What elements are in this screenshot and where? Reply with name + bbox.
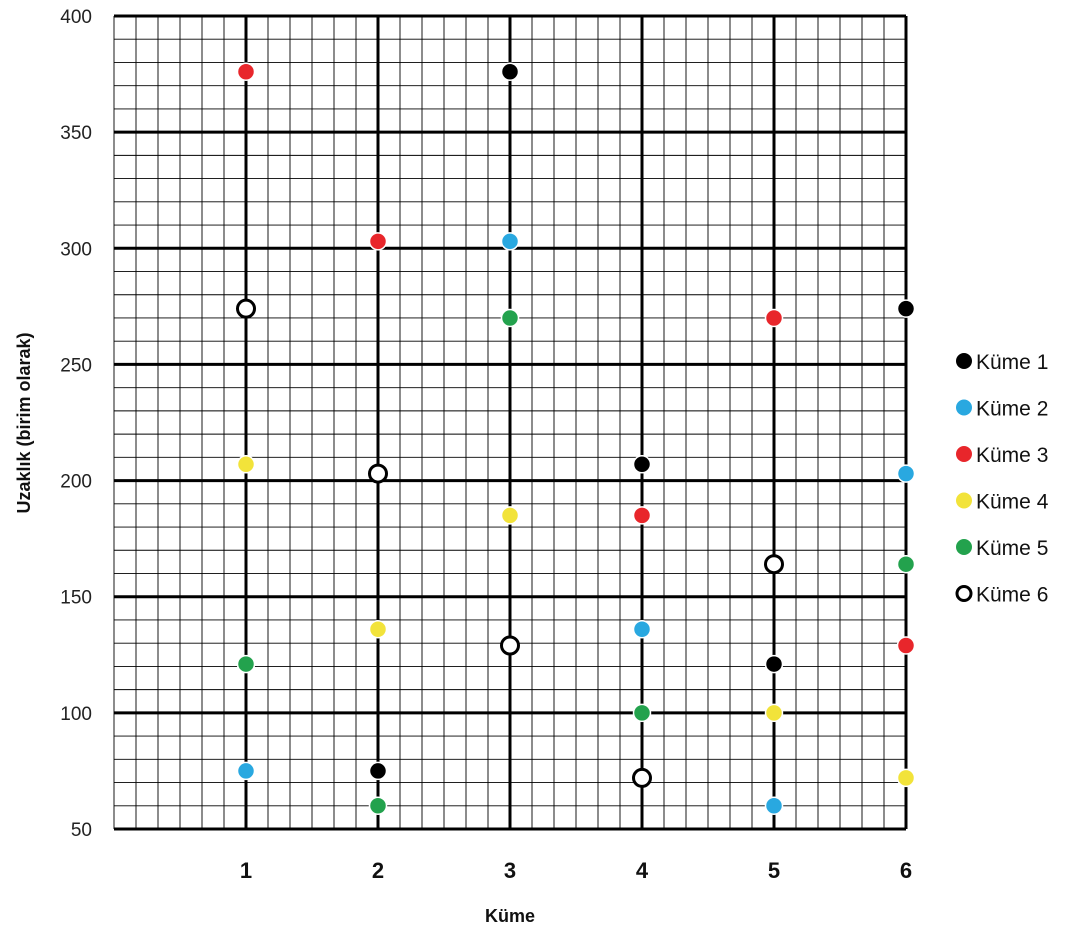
data-point — [500, 62, 520, 81]
data-point — [632, 455, 652, 474]
data-point — [764, 308, 784, 328]
y-tick-label: 300 — [60, 239, 92, 260]
series-5 — [236, 308, 916, 816]
data-point — [236, 654, 256, 674]
major-gridlines — [114, 14, 908, 831]
data-point — [896, 554, 916, 574]
series-4 — [236, 455, 916, 788]
data-point — [896, 464, 916, 483]
legend-marker — [956, 539, 972, 555]
data-point — [896, 299, 916, 318]
legend-marker — [956, 399, 972, 416]
x-axis-title: Küme — [485, 906, 535, 926]
series-1 — [368, 62, 916, 781]
y-tick-label: 150 — [60, 588, 92, 609]
legend-label: Küme 1 — [976, 351, 1048, 374]
data-point — [632, 767, 652, 788]
data-point — [500, 506, 520, 525]
y-tick-label: 250 — [60, 355, 92, 376]
series-6 — [236, 298, 784, 788]
legend-label: Küme 5 — [976, 537, 1048, 560]
data-point — [632, 703, 652, 723]
data-point — [500, 232, 520, 251]
data-point — [368, 619, 388, 639]
x-axis-ticks: 1 2 3 4 5 6 — [240, 858, 912, 883]
data-point — [896, 768, 916, 788]
y-tick-label: 100 — [60, 704, 92, 725]
legend-marker — [956, 446, 972, 462]
y-axis-title: Uzaklık (birim olarak) — [14, 332, 34, 513]
series-3 — [236, 62, 916, 655]
legend-item: Küme 1 — [956, 351, 1048, 374]
data-point — [368, 232, 388, 251]
data-point — [632, 619, 652, 639]
x-tick-label: 6 — [900, 858, 912, 883]
data-point — [764, 554, 784, 575]
series-2 — [236, 232, 916, 816]
y-tick-label: 200 — [60, 472, 92, 493]
y-axis-ticks: 50 100 150 200 250 300 350 400 — [60, 7, 92, 841]
legend-item: Küme 5 — [956, 537, 1048, 560]
y-tick-label: 400 — [60, 7, 92, 28]
legend-item: Küme 3 — [956, 444, 1048, 467]
data-point — [500, 635, 520, 656]
legend-item: Küme 2 — [956, 398, 1048, 421]
data-point — [368, 761, 388, 781]
data-point — [896, 636, 916, 655]
legend-label: Küme 6 — [976, 584, 1048, 607]
y-tick-label: 50 — [71, 820, 92, 841]
data-point — [632, 506, 652, 525]
data-point — [764, 654, 784, 674]
data-points — [236, 62, 916, 816]
legend-marker — [956, 492, 972, 509]
data-point — [236, 761, 256, 781]
legend: Küme 1 Küme 2 Küme 3 Küme 4 Küme 5 Küme 6 — [955, 351, 1049, 607]
data-point — [236, 455, 256, 474]
data-point — [500, 308, 520, 328]
x-tick-label: 5 — [768, 858, 780, 883]
legend-marker — [956, 353, 972, 369]
data-point — [236, 62, 256, 81]
x-tick-label: 3 — [504, 858, 516, 883]
y-tick-label: 350 — [60, 123, 92, 144]
x-tick-label: 2 — [372, 858, 384, 883]
data-point — [368, 463, 388, 484]
legend-item: Küme 4 — [956, 491, 1049, 514]
legend-label: Küme 2 — [976, 398, 1048, 421]
x-tick-label: 1 — [240, 858, 252, 883]
data-point — [368, 796, 388, 816]
data-point — [764, 703, 784, 723]
legend-marker — [955, 585, 973, 602]
data-point — [236, 298, 256, 319]
legend-item: Küme 6 — [955, 584, 1048, 607]
x-tick-label: 4 — [636, 858, 649, 883]
data-point — [764, 796, 784, 816]
legend-label: Küme 3 — [976, 444, 1048, 467]
legend-label: Küme 4 — [976, 491, 1049, 514]
